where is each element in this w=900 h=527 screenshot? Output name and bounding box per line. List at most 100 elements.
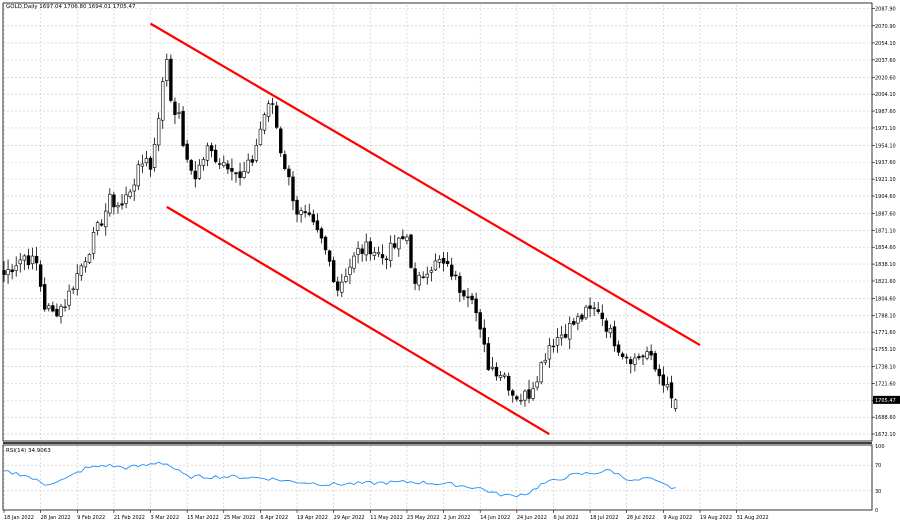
candle-down [384, 258, 389, 261]
price-tick-label: 2070.90 [875, 24, 896, 30]
price-tick-label: 1971.10 [875, 126, 896, 132]
candle-down [230, 168, 234, 172]
candle-up [559, 334, 564, 339]
candle-up [433, 260, 438, 271]
candle-down [148, 157, 153, 170]
time-tick-label: 24 Jun 2022 [517, 515, 547, 521]
candle-up [30, 255, 35, 265]
candle-down [494, 366, 499, 377]
price-tick-label: 1788.10 [875, 313, 896, 319]
price-tick-label: 1821.60 [875, 279, 896, 285]
candle-up [437, 259, 442, 263]
rsi-tick-label: 70 [875, 463, 881, 469]
candle-up [502, 374, 507, 377]
candle-down [250, 159, 254, 163]
candle-down [449, 264, 454, 277]
candle-up [116, 205, 120, 208]
candle-up [132, 184, 136, 192]
candle-down [413, 268, 417, 284]
candle-up [140, 163, 145, 167]
candle-down [380, 254, 385, 259]
candle-down [238, 171, 242, 178]
candle-down [441, 257, 446, 264]
candle-down [279, 128, 283, 154]
candle-down [393, 243, 397, 248]
candle-down [291, 176, 295, 202]
candle-down [189, 160, 193, 171]
candle-down [482, 327, 486, 345]
candle-up [197, 164, 202, 179]
candle-down [657, 368, 661, 377]
candle-up [340, 281, 344, 293]
candle-down [331, 260, 336, 283]
candle-down [274, 105, 279, 128]
candle-down [527, 389, 531, 399]
candle-down [612, 326, 617, 347]
candle-up [425, 273, 429, 278]
candle-down [629, 359, 633, 365]
candle-down [234, 172, 238, 175]
candle-up [254, 145, 259, 161]
candle-down [209, 145, 214, 152]
candle-up [128, 191, 132, 197]
price-tick-label: 2020.60 [875, 75, 896, 81]
candle-down [185, 143, 189, 160]
candle-up [165, 59, 169, 81]
candle-up [108, 193, 112, 214]
time-tick-label: 9 Feb 2022 [77, 515, 105, 521]
candle-up [242, 171, 246, 178]
price-tick-label: 1688.60 [875, 415, 896, 421]
candle-down [641, 355, 645, 358]
price-tick-label: 1854.60 [875, 245, 896, 251]
candle-down [563, 333, 568, 338]
candle-down [360, 248, 364, 254]
candle-down [515, 396, 519, 400]
rsi-line [3, 461, 676, 498]
price-tick-label: 2054.10 [875, 41, 896, 47]
candle-up [584, 306, 588, 319]
candle-up [177, 112, 181, 114]
candle-up [161, 81, 165, 121]
candle-down [181, 110, 185, 146]
candle-down [307, 212, 311, 215]
price-tick-label: 2087.90 [875, 6, 896, 12]
candle-up [299, 210, 303, 215]
candle-down [303, 211, 307, 213]
channel-upper-line [149, 22, 701, 347]
candle-up [356, 248, 360, 255]
candle-up [592, 307, 596, 310]
price-tick-label: 1987.60 [875, 109, 896, 115]
candle-up [498, 375, 503, 378]
candle-up [429, 270, 434, 273]
time-tick-label: 28 Jan 2022 [41, 515, 71, 521]
candle-down [616, 344, 621, 353]
candle-down [319, 228, 324, 239]
candle-up [388, 242, 393, 261]
candle-up [519, 399, 523, 402]
candle-up [405, 236, 409, 241]
candle-up [417, 274, 421, 286]
candle-down [51, 305, 55, 312]
candle-up [47, 305, 51, 309]
candle-up [490, 366, 495, 369]
candle-down [112, 194, 116, 208]
candle-up [262, 114, 267, 131]
candle-down [458, 276, 462, 293]
candle-down [462, 290, 466, 297]
candle-up [673, 399, 678, 409]
candle-down [604, 320, 609, 332]
candle-down [454, 274, 458, 277]
time-tick-label: 11 May 2022 [370, 515, 403, 521]
candle-down [270, 103, 275, 105]
candle-up [576, 316, 580, 324]
time-tick-label: 25 Mar 2022 [224, 515, 256, 521]
candle-down [295, 199, 299, 215]
price-tick-label: 1937.60 [875, 160, 896, 166]
candle-down [637, 356, 641, 359]
candle-up [539, 362, 543, 383]
candle-up [348, 266, 352, 275]
candle-down [193, 170, 197, 180]
